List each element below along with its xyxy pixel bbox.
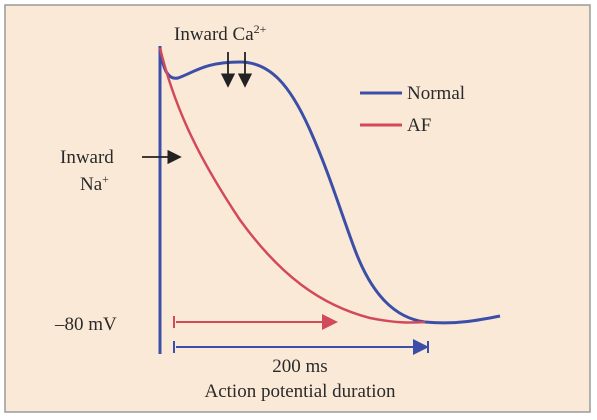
legend-label: AF	[407, 115, 431, 136]
na-label: Na+	[80, 172, 109, 195]
na-label: Inward	[60, 147, 114, 168]
af-curve	[158, 47, 426, 324]
legend: Normal AF	[360, 83, 465, 136]
duration-label: 200 ms	[272, 356, 327, 377]
duration-caption: Action potential duration	[204, 381, 396, 402]
ca-label: Inward Ca2+	[174, 22, 267, 45]
legend-label: Normal	[407, 83, 465, 104]
panel	[4, 4, 591, 413]
resting-label: –80 mV	[54, 314, 117, 335]
